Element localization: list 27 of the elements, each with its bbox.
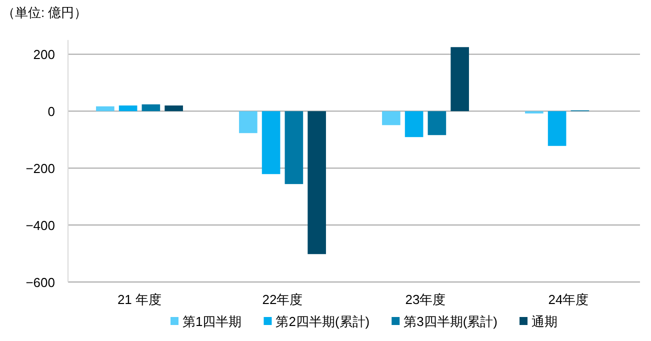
y-tick-label: 0 bbox=[48, 104, 55, 120]
y-axis-title: （単位: 億円） bbox=[2, 5, 88, 20]
bar bbox=[308, 111, 326, 254]
legend-label: 第2四半期(累計) bbox=[276, 314, 370, 329]
bar bbox=[450, 47, 469, 112]
y-tick-label: 200 bbox=[33, 47, 55, 62]
x-tick-label: 23年度 bbox=[405, 292, 446, 307]
legend-label: 第3四半期(累計) bbox=[404, 314, 498, 329]
x-tick-label: 21 年度 bbox=[117, 292, 162, 307]
bar bbox=[96, 106, 114, 112]
bar bbox=[548, 111, 566, 146]
bar bbox=[239, 111, 258, 134]
bar bbox=[382, 111, 400, 126]
x-tick-label: 24年度 bbox=[548, 292, 589, 307]
bar bbox=[428, 111, 446, 136]
bar bbox=[404, 111, 424, 138]
bar bbox=[284, 111, 304, 184]
bar bbox=[262, 111, 280, 174]
legend-label: 第1四半期 bbox=[182, 314, 242, 329]
bar bbox=[164, 105, 183, 112]
x-tick-label: 22年度 bbox=[262, 292, 303, 307]
y-tick-label: −200 bbox=[26, 161, 55, 176]
y-tick-label: −600 bbox=[26, 275, 55, 290]
bar bbox=[118, 105, 138, 112]
bar bbox=[142, 104, 160, 112]
y-tick-label: −400 bbox=[26, 218, 55, 234]
legend-label: 通期 bbox=[532, 314, 558, 329]
